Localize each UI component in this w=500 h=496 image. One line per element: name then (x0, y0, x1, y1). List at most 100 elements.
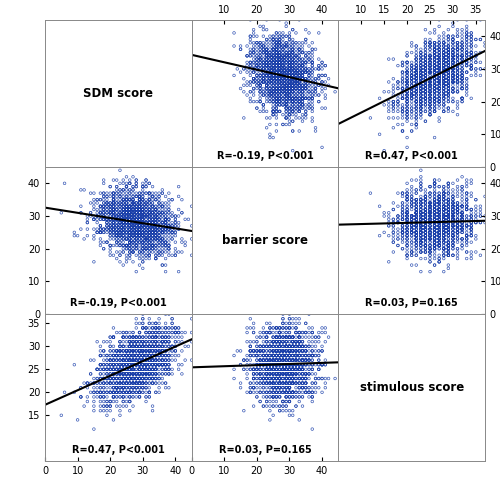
Point (302, 68, 310, 76)
Point (132, 347, 140, 355)
Point (272, 338, 280, 346)
Point (158, 333, 166, 341)
Point (256, 333, 264, 341)
Point (422, 84, 430, 92)
Point (168, 229, 176, 237)
Point (272, 55, 280, 63)
Point (126, 225, 134, 233)
Point (288, 52, 296, 60)
Point (302, 39, 310, 47)
Point (430, 39, 438, 47)
Point (126, 338, 134, 346)
Point (403, 104, 411, 112)
Point (286, 111, 294, 119)
Point (276, 75, 283, 83)
Point (380, 147, 388, 155)
Point (286, 94, 294, 102)
Point (119, 225, 127, 233)
Point (136, 196, 143, 204)
Point (444, 75, 452, 83)
Point (292, 366, 300, 373)
Point (422, 219, 430, 227)
Point (440, 68, 448, 76)
Point (412, 91, 420, 99)
Point (106, 209, 114, 217)
Point (390, 88, 398, 96)
Point (279, 366, 287, 373)
Point (467, 222, 475, 230)
Point (417, 219, 425, 227)
Point (435, 222, 443, 230)
Point (276, 78, 283, 86)
Point (122, 374, 130, 382)
Point (286, 94, 294, 102)
Point (403, 94, 411, 102)
Point (430, 81, 438, 89)
Point (286, 374, 294, 382)
Point (260, 71, 268, 79)
Point (454, 75, 462, 83)
Point (305, 352, 313, 360)
Point (139, 352, 147, 360)
Point (440, 205, 448, 213)
Point (136, 215, 143, 223)
Point (272, 52, 280, 60)
Point (449, 45, 457, 53)
Point (403, 104, 411, 112)
Point (449, 88, 457, 96)
Point (269, 366, 277, 373)
Point (417, 91, 425, 99)
Point (142, 199, 150, 207)
Point (269, 62, 277, 69)
Point (412, 42, 420, 50)
Point (230, 374, 238, 382)
Point (458, 29, 466, 37)
Point (272, 347, 280, 355)
Point (454, 32, 462, 40)
Point (426, 65, 434, 73)
Point (240, 88, 248, 96)
Point (272, 347, 280, 355)
Point (282, 84, 290, 92)
Point (398, 94, 406, 102)
Point (126, 222, 134, 230)
Point (422, 215, 430, 223)
Point (412, 212, 420, 220)
Point (269, 55, 277, 63)
Point (430, 71, 438, 79)
Point (412, 229, 420, 237)
Point (126, 235, 134, 243)
Point (422, 235, 430, 243)
Point (292, 347, 300, 355)
Point (269, 352, 277, 360)
Point (398, 121, 406, 128)
Point (126, 225, 134, 233)
Point (279, 370, 287, 378)
Point (269, 356, 277, 364)
Point (426, 42, 434, 50)
Point (430, 59, 438, 66)
Point (398, 108, 406, 116)
Point (162, 242, 170, 249)
Point (139, 347, 147, 355)
Point (262, 81, 270, 89)
Point (282, 370, 290, 378)
Point (132, 338, 140, 346)
Point (403, 98, 411, 106)
Point (403, 59, 411, 66)
Point (292, 81, 300, 89)
Point (308, 347, 316, 355)
Point (269, 49, 277, 57)
Point (430, 222, 438, 230)
Point (454, 42, 462, 50)
Point (269, 374, 277, 382)
Point (318, 88, 326, 96)
Point (126, 242, 134, 249)
Point (435, 229, 443, 237)
Point (476, 71, 484, 79)
Point (77, 209, 85, 217)
Point (282, 52, 290, 60)
Point (139, 356, 147, 364)
Point (272, 347, 280, 355)
Point (298, 81, 306, 89)
